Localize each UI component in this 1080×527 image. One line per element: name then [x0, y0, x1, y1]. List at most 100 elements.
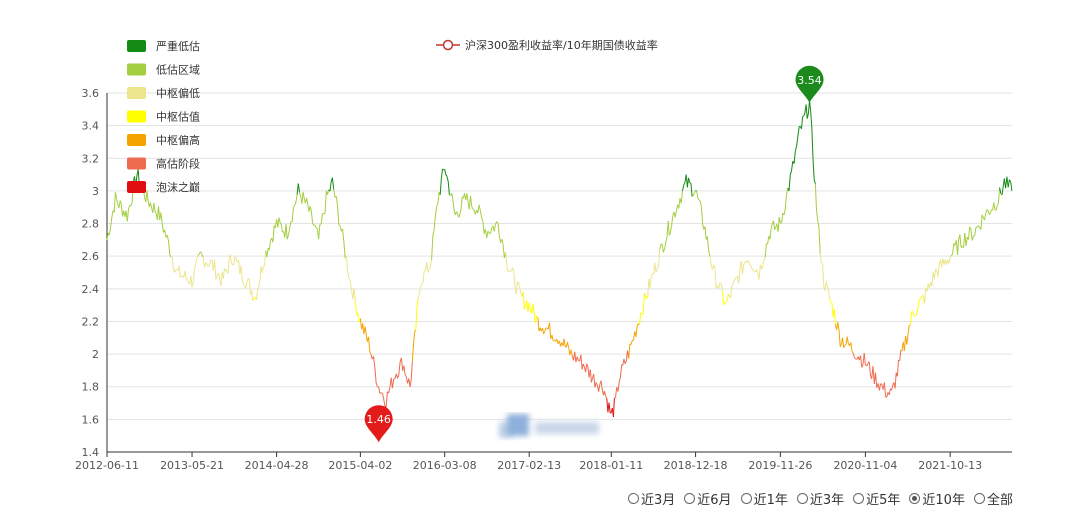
series-segment — [768, 236, 769, 244]
range-option[interactable]: 近3月 — [628, 489, 675, 508]
series-segment — [812, 129, 813, 159]
series-segment — [763, 260, 764, 266]
series-segment — [174, 270, 175, 273]
series-segment — [684, 182, 685, 185]
legend-item[interactable]: 高估阶段 — [127, 157, 200, 171]
series-segment — [797, 136, 798, 146]
watermark-blur — [495, 412, 605, 444]
x-tick-label: 2014-04-28 — [245, 459, 309, 472]
series-segment — [605, 391, 606, 396]
radio-icon[interactable] — [909, 493, 920, 504]
range-option[interactable]: 近3年 — [797, 489, 844, 508]
series-segment — [430, 260, 431, 268]
x-tick-label: 2015-04-02 — [328, 459, 392, 472]
max-marker[interactable]: 3.54 — [796, 66, 824, 103]
series-segment — [218, 273, 219, 278]
legend-item[interactable]: 中枢估值 — [127, 110, 200, 124]
series-segment — [529, 303, 530, 310]
series-segment — [719, 283, 720, 289]
series-segment — [665, 242, 666, 248]
series-segment — [410, 380, 411, 387]
series-segment — [911, 311, 912, 325]
series-segment — [994, 202, 995, 209]
series-segment — [167, 235, 168, 241]
series-segment — [815, 184, 816, 210]
series-segment — [437, 203, 438, 206]
series-segment — [339, 225, 340, 226]
series-segment — [405, 374, 406, 377]
radio-icon[interactable] — [974, 493, 985, 504]
range-option[interactable]: 全部 — [974, 489, 1013, 508]
radio-icon[interactable] — [684, 493, 695, 504]
radio-icon[interactable] — [741, 493, 752, 504]
series-segment — [346, 256, 347, 272]
series-segment — [693, 193, 694, 196]
series-segment — [895, 373, 896, 389]
series-segment — [879, 384, 880, 391]
min-marker-label: 1.46 — [366, 413, 391, 426]
series-segment — [701, 207, 702, 224]
series-segment — [192, 281, 193, 287]
series-segment — [228, 259, 229, 274]
series-segment — [386, 392, 387, 408]
series-segment — [457, 212, 458, 214]
series-segment — [744, 263, 745, 265]
series-segment — [427, 262, 428, 272]
range-option-label: 近3月 — [641, 489, 675, 508]
series-segment — [753, 271, 754, 272]
series-segment — [733, 280, 734, 284]
range-option[interactable]: 近10年 — [909, 489, 965, 508]
range-option[interactable]: 近5年 — [853, 489, 900, 508]
series-segment — [731, 286, 732, 298]
legend-item[interactable]: 低估区域 — [127, 64, 200, 77]
series-segment — [826, 282, 827, 286]
range-option-label: 近3年 — [810, 489, 844, 508]
series-segment — [411, 361, 412, 380]
range-option[interactable]: 近1年 — [741, 489, 788, 508]
series-segment — [732, 284, 733, 286]
radio-icon[interactable] — [628, 493, 639, 504]
legend-item[interactable]: 中枢偏低 — [127, 86, 200, 100]
series-segment — [656, 268, 657, 272]
series-segment — [798, 127, 799, 137]
series-segment — [280, 222, 281, 224]
series-legend[interactable]: 沪深300盈利收益率/10年期国债收益率 — [436, 38, 658, 52]
series-segment — [479, 205, 480, 211]
time-range-selector[interactable]: 近3月近6月近1年 近3年近5年近10年全部 — [628, 489, 1013, 508]
series-segment — [300, 192, 301, 196]
series-segment — [448, 182, 449, 195]
x-tick-label: 2012-06-11 — [75, 459, 139, 472]
series-segment — [502, 239, 503, 245]
series-segment — [195, 264, 196, 269]
legend-item[interactable]: 中枢偏高 — [127, 133, 200, 147]
series-segment — [292, 207, 293, 222]
series-segment — [838, 322, 839, 330]
legend-item[interactable]: 严重低估 — [127, 39, 200, 53]
radio-icon[interactable] — [853, 493, 864, 504]
range-option[interactable]: 近6月 — [684, 489, 731, 508]
series-segment — [429, 268, 430, 269]
series-segment — [295, 202, 296, 205]
series-segment — [990, 210, 991, 214]
series-segment — [179, 266, 180, 278]
series-segment — [109, 227, 110, 235]
series-segment — [762, 267, 763, 270]
radio-icon[interactable] — [797, 493, 808, 504]
series-segment — [778, 217, 779, 232]
series-segment — [343, 229, 344, 242]
series-segment — [201, 252, 202, 255]
series-segment — [131, 203, 132, 206]
series-segment — [487, 231, 488, 238]
series-segment — [845, 344, 846, 345]
series-segment — [715, 268, 716, 288]
series-segment — [610, 413, 611, 414]
legend-swatch — [127, 181, 146, 193]
y-axis: 1.41.61.822.22.42.62.833.23.43.6 — [82, 87, 108, 459]
legend-item[interactable]: 泡沫之巅 — [127, 180, 200, 194]
series-segment — [640, 313, 641, 325]
min-marker[interactable]: 1.46 — [365, 405, 393, 442]
series-segment — [594, 374, 595, 387]
series-segment — [394, 379, 395, 380]
series-segment — [691, 183, 692, 196]
